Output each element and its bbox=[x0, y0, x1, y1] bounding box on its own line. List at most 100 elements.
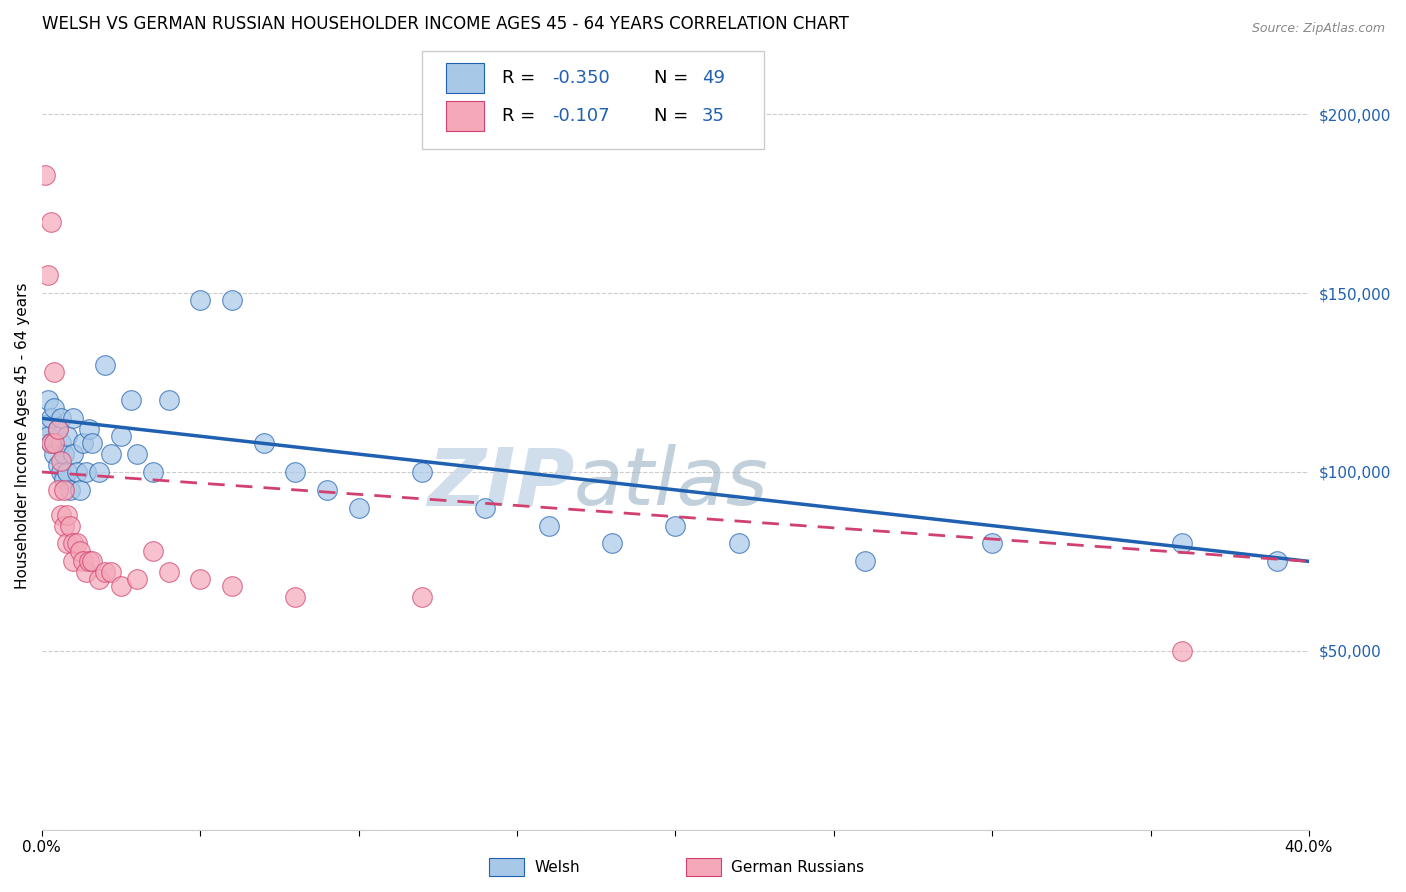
Point bbox=[53, 518, 76, 533]
Point bbox=[100, 565, 122, 579]
Point bbox=[120, 393, 142, 408]
Point bbox=[157, 565, 180, 579]
Point bbox=[62, 554, 84, 568]
Point bbox=[69, 543, 91, 558]
Point bbox=[56, 429, 79, 443]
Point bbox=[62, 447, 84, 461]
Text: -0.107: -0.107 bbox=[553, 107, 610, 125]
Point bbox=[49, 411, 72, 425]
Text: N =: N = bbox=[654, 70, 693, 87]
FancyBboxPatch shape bbox=[446, 101, 484, 131]
Point bbox=[284, 590, 307, 604]
Point bbox=[49, 436, 72, 450]
Point bbox=[221, 293, 243, 308]
Point bbox=[44, 447, 66, 461]
Point bbox=[110, 429, 132, 443]
Point bbox=[46, 422, 69, 436]
Point bbox=[72, 436, 94, 450]
Point bbox=[600, 536, 623, 550]
Point bbox=[49, 508, 72, 522]
Point bbox=[46, 458, 69, 472]
Point bbox=[46, 422, 69, 436]
Point bbox=[53, 483, 76, 497]
Point bbox=[1265, 554, 1288, 568]
Point bbox=[39, 215, 62, 229]
Point bbox=[34, 418, 56, 433]
Point bbox=[87, 465, 110, 479]
Point bbox=[59, 518, 82, 533]
Point bbox=[94, 358, 117, 372]
FancyBboxPatch shape bbox=[422, 51, 763, 149]
Text: Source: ZipAtlas.com: Source: ZipAtlas.com bbox=[1251, 22, 1385, 36]
Point bbox=[142, 465, 165, 479]
Point bbox=[142, 543, 165, 558]
Point bbox=[221, 579, 243, 593]
Point bbox=[37, 393, 59, 408]
Point bbox=[39, 436, 62, 450]
Text: R =: R = bbox=[502, 107, 541, 125]
Point bbox=[94, 565, 117, 579]
Point bbox=[56, 536, 79, 550]
Point bbox=[411, 590, 433, 604]
Text: Welsh: Welsh bbox=[534, 860, 579, 874]
Point bbox=[37, 429, 59, 443]
Point bbox=[75, 565, 97, 579]
Point bbox=[664, 518, 686, 533]
Point bbox=[79, 554, 101, 568]
Point bbox=[62, 536, 84, 550]
Point bbox=[347, 500, 370, 515]
Point bbox=[727, 536, 749, 550]
Y-axis label: Householder Income Ages 45 - 64 years: Householder Income Ages 45 - 64 years bbox=[15, 283, 30, 590]
Text: N =: N = bbox=[654, 107, 693, 125]
Point bbox=[39, 436, 62, 450]
Point bbox=[75, 465, 97, 479]
Point bbox=[44, 436, 66, 450]
Point bbox=[34, 168, 56, 182]
Point bbox=[474, 500, 496, 515]
FancyBboxPatch shape bbox=[446, 63, 484, 94]
Point bbox=[44, 365, 66, 379]
Text: R =: R = bbox=[502, 70, 541, 87]
Point bbox=[66, 465, 89, 479]
Text: German Russians: German Russians bbox=[731, 860, 865, 874]
Point bbox=[1171, 536, 1194, 550]
Point bbox=[82, 554, 104, 568]
Point bbox=[37, 268, 59, 283]
Point bbox=[59, 483, 82, 497]
Point bbox=[66, 536, 89, 550]
Point bbox=[82, 436, 104, 450]
Point bbox=[53, 447, 76, 461]
Point bbox=[49, 454, 72, 468]
Point bbox=[56, 465, 79, 479]
Point bbox=[53, 472, 76, 486]
Point bbox=[69, 483, 91, 497]
Text: 49: 49 bbox=[702, 70, 725, 87]
Point bbox=[62, 411, 84, 425]
Text: atlas: atlas bbox=[574, 444, 769, 523]
Point bbox=[855, 554, 877, 568]
Point bbox=[72, 554, 94, 568]
Point bbox=[87, 572, 110, 586]
Point bbox=[110, 579, 132, 593]
Point bbox=[39, 411, 62, 425]
Point bbox=[284, 465, 307, 479]
Point bbox=[188, 572, 211, 586]
Text: ZIP: ZIP bbox=[426, 444, 574, 523]
Point bbox=[316, 483, 339, 497]
Point bbox=[49, 465, 72, 479]
Point bbox=[188, 293, 211, 308]
Point bbox=[411, 465, 433, 479]
Point bbox=[157, 393, 180, 408]
Text: 35: 35 bbox=[702, 107, 725, 125]
Point bbox=[46, 483, 69, 497]
Point bbox=[981, 536, 1004, 550]
Point bbox=[79, 422, 101, 436]
Point bbox=[100, 447, 122, 461]
Point bbox=[44, 401, 66, 415]
Point bbox=[56, 508, 79, 522]
Point bbox=[537, 518, 560, 533]
Point bbox=[252, 436, 274, 450]
Point bbox=[125, 447, 148, 461]
Point bbox=[1171, 644, 1194, 658]
Text: -0.350: -0.350 bbox=[553, 70, 610, 87]
